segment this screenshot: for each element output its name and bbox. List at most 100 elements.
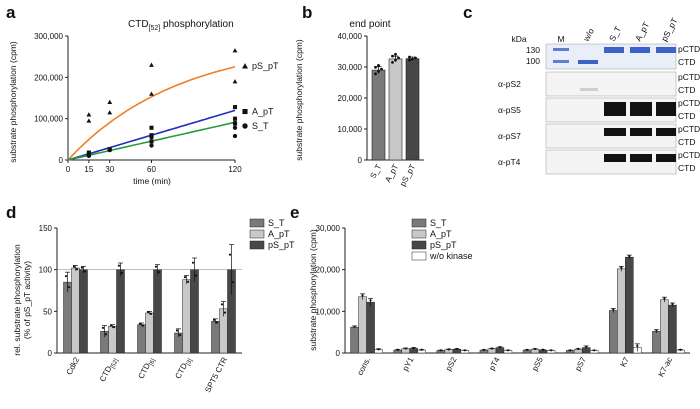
replicate-point-S_T bbox=[104, 333, 108, 336]
replicate-point-pS_pT bbox=[541, 348, 545, 351]
panel-e-ylabel: substrate phosphorylation (cpm) bbox=[308, 229, 318, 351]
replicate-point-w/o kinase bbox=[593, 349, 596, 352]
replicate-point-A_pT bbox=[112, 326, 116, 329]
replicate-point-S_T bbox=[138, 322, 142, 325]
ps5-band-pspt bbox=[656, 102, 676, 116]
pt4-band-st bbox=[604, 154, 626, 162]
bar-A_pT bbox=[182, 279, 191, 354]
panel-d-category-label: CTD[3] bbox=[173, 355, 194, 381]
panel-d-ylabel-2: (% of pS_pT activity) bbox=[22, 261, 32, 339]
replicate-point-w/o kinase bbox=[420, 348, 423, 351]
legend-marker-A_pT bbox=[242, 108, 248, 115]
panel-c-label: c bbox=[463, 3, 472, 22]
legend-label-pS_pT: pS_pT bbox=[268, 240, 295, 250]
replicate-point-A_pT bbox=[533, 347, 537, 351]
replicate-point-S_T bbox=[396, 348, 399, 351]
data-point-S_T bbox=[232, 133, 238, 139]
replicate-point-S_T bbox=[67, 286, 71, 289]
panel-d: d rel. substrate phosphorylation (% of p… bbox=[6, 203, 295, 394]
strip-label-pt4: α-pT4 bbox=[498, 157, 521, 167]
ps5-band-apt bbox=[630, 102, 652, 116]
panel-a-label: a bbox=[6, 3, 16, 22]
replicate-point-pS_pT bbox=[154, 265, 158, 268]
data-point-pS_pT bbox=[149, 62, 154, 67]
bar-S_T bbox=[63, 281, 72, 354]
replicate-point-pS_pT bbox=[408, 58, 411, 62]
strip-label-ps5: α-pS5 bbox=[498, 105, 521, 115]
replicate-point-S_T bbox=[215, 321, 219, 324]
replicate-point-pS_pT bbox=[120, 271, 124, 275]
pt4-band-pspt bbox=[656, 154, 676, 162]
ps5-band-st bbox=[604, 102, 626, 116]
panel-a-ytick-label: 0 bbox=[59, 156, 64, 165]
bar-pS_pT bbox=[625, 256, 634, 354]
replicate-point-S_T bbox=[212, 318, 216, 321]
panel-a-title: CTD[52] phosphorylation bbox=[128, 19, 234, 32]
panel-d-ytick-label: 50 bbox=[43, 307, 52, 316]
replicate-point-pS_pT bbox=[585, 345, 588, 348]
fit-curve-pS_pT bbox=[67, 66, 236, 161]
legend-label-S_T: S_T bbox=[252, 121, 269, 131]
replicate-point-A_pT bbox=[75, 268, 79, 271]
replicate-point-A_pT bbox=[72, 265, 76, 268]
data-point-pS_pT bbox=[107, 99, 113, 105]
marker-100: 100 bbox=[526, 56, 540, 66]
coomassie-ctd-label: CTD bbox=[678, 57, 695, 67]
legend-marker-pS_pT bbox=[242, 63, 248, 69]
panel-a-xtick-label: 120 bbox=[228, 165, 242, 174]
bar-S_T bbox=[652, 331, 661, 354]
panel-d-ytick-label: 150 bbox=[39, 224, 53, 233]
panel-d-label: d bbox=[6, 203, 16, 222]
blot-kda-label: kDa bbox=[511, 34, 526, 44]
data-point-pS_pT bbox=[149, 91, 154, 96]
replicate-point-pS_pT bbox=[231, 281, 235, 284]
bar-A_pT bbox=[358, 296, 367, 354]
replicate-point-pS_pT bbox=[455, 347, 458, 351]
replicate-point-pS_pT bbox=[411, 57, 414, 61]
replicate-point-S_T bbox=[377, 69, 380, 73]
replicate-point-A_pT bbox=[186, 280, 190, 283]
panel-e-ytick-label: 30,000 bbox=[316, 224, 341, 233]
blot-lane-apt: A_pT bbox=[633, 20, 651, 43]
replicate-point-pS_pT bbox=[83, 270, 87, 273]
replicate-point-S_T bbox=[482, 348, 486, 351]
replicate-point-w/o kinase bbox=[463, 349, 466, 352]
ps2-faint-band bbox=[580, 88, 598, 91]
replicate-point-S_T bbox=[525, 348, 529, 351]
replicate-point-pS_pT bbox=[498, 346, 502, 349]
data-point-S_T bbox=[232, 125, 238, 130]
strip-label-ps2: α-pS2 bbox=[498, 79, 521, 89]
legend-swatch-pS_pT bbox=[411, 240, 427, 250]
replicate-point-pS_pT bbox=[228, 253, 232, 256]
panel-a-ytick-label: 100,000 bbox=[34, 115, 63, 124]
replicate-point-S_T bbox=[380, 67, 383, 71]
data-point-S_T bbox=[86, 153, 92, 159]
replicate-point-A_pT bbox=[220, 303, 224, 306]
legend-swatch-pS_pT bbox=[249, 240, 265, 250]
blot-lane-wo: w/o bbox=[580, 26, 596, 43]
replicate-point-A_pT bbox=[361, 294, 364, 297]
bar-A_pT bbox=[108, 326, 117, 354]
panel-e-category-label: pS7 bbox=[573, 355, 588, 372]
panel-e-ytick-label: 0 bbox=[336, 349, 341, 358]
legend-swatch-wokinase bbox=[411, 251, 427, 261]
replicate-point-S_T bbox=[439, 349, 442, 352]
panel-d-category-label: CTD[52] bbox=[98, 355, 120, 384]
replicate-point-A_pT bbox=[397, 56, 400, 60]
panel-c: c kDa M w/o S_T A_pT pS_pT 130 100 pCTD … bbox=[463, 3, 700, 175]
strip-label-ps7: α-pS7 bbox=[498, 131, 521, 141]
replicate-point-A_pT bbox=[109, 324, 113, 327]
replicate-point-w/o kinase bbox=[506, 349, 510, 352]
data-point-pS_pT bbox=[232, 79, 238, 84]
panel-b-ytick-label: 20,000 bbox=[338, 94, 363, 103]
bar-S_T bbox=[609, 310, 618, 354]
replicate-point-S_T bbox=[374, 65, 377, 69]
replicate-point-A_pT bbox=[146, 310, 150, 314]
panel-b-category-label: S_T bbox=[368, 163, 383, 180]
legend-swatch-S_T bbox=[249, 218, 265, 228]
replicate-point-S_T bbox=[374, 72, 377, 76]
panel-b-ytick-label: 10,000 bbox=[338, 125, 363, 134]
panel-d-category-label: CTD[6] bbox=[136, 355, 157, 381]
replicate-point-pS_pT bbox=[414, 56, 417, 60]
